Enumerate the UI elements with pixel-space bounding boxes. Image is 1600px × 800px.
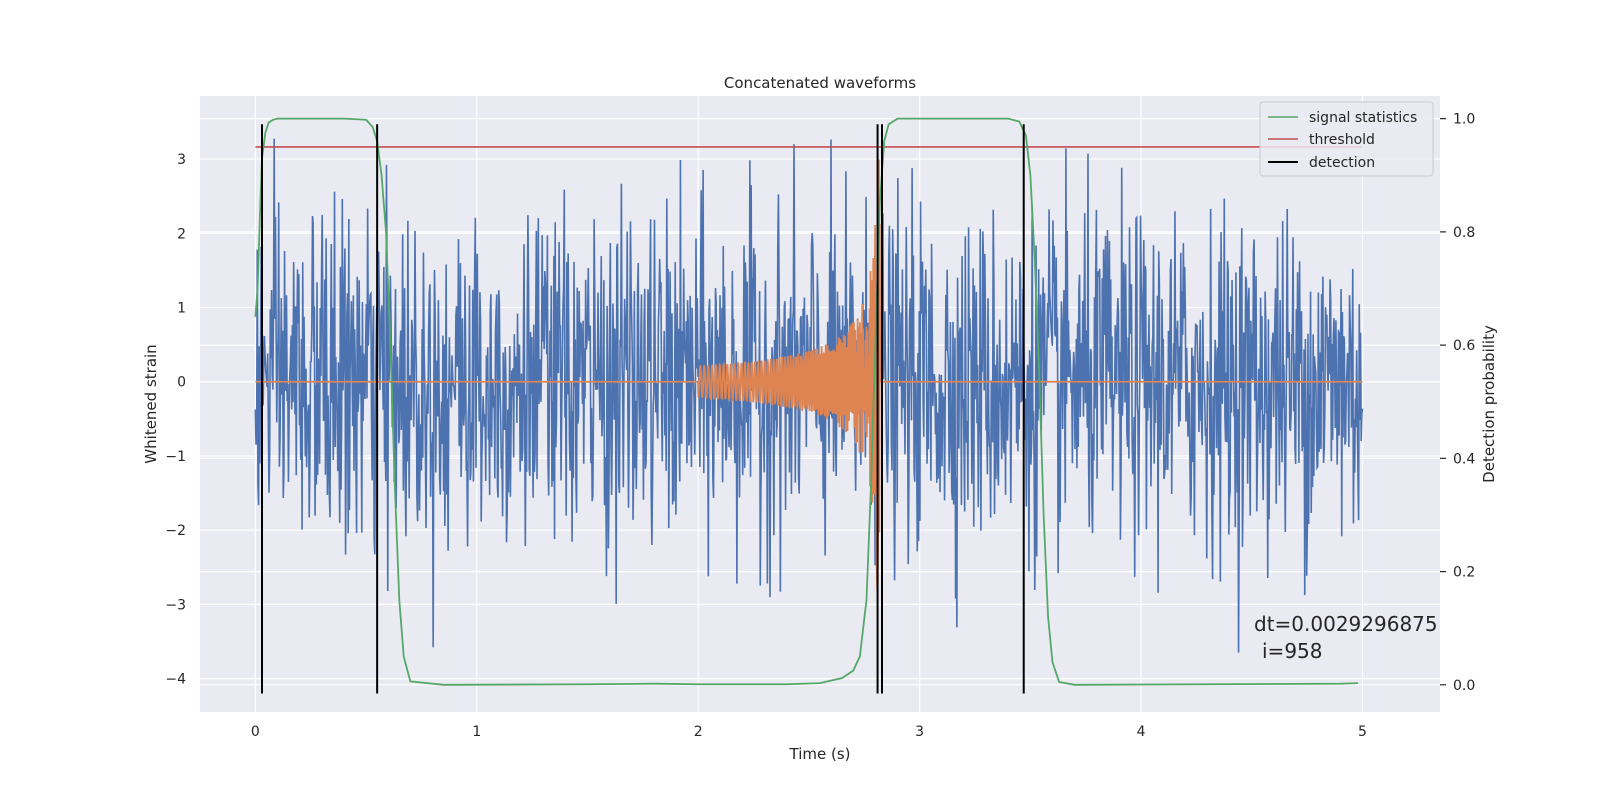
series-detection bbox=[261, 124, 1025, 694]
legend-box bbox=[1259, 101, 1434, 177]
annotation-dt: dt=0.0029296875 bbox=[1254, 612, 1438, 636]
legend: signal statistics threshold detection bbox=[1259, 101, 1434, 177]
legend-threshold-label: threshold bbox=[1309, 132, 1375, 148]
y-tick-label: 2 bbox=[177, 226, 186, 242]
x-tick-label: 2 bbox=[694, 724, 703, 740]
y-tick-label: −4 bbox=[165, 672, 186, 688]
y-tick-label: 1 bbox=[177, 301, 186, 317]
x-tick-label: 4 bbox=[1137, 724, 1146, 740]
chart-title: Concatenated waveforms bbox=[724, 74, 916, 92]
y2-axis-label: Detection probability bbox=[1480, 325, 1498, 483]
x-axis-label: Time (s) bbox=[789, 745, 851, 763]
y2-tick-label: 0.2 bbox=[1453, 565, 1475, 581]
signal-statistics-line bbox=[254, 117, 1359, 686]
y-tick-label: −1 bbox=[165, 449, 186, 465]
y2-tick-label: 0.4 bbox=[1453, 451, 1475, 467]
y-tick-label: −2 bbox=[165, 523, 186, 539]
y-axis-label: Whitened strain bbox=[142, 344, 160, 463]
y-tick-label: 0 bbox=[177, 375, 186, 391]
series-chirp bbox=[255, 159, 1363, 595]
y-tick-label: 3 bbox=[177, 152, 186, 168]
y2-tick-label: 0.0 bbox=[1453, 678, 1475, 694]
y2-tick-label: 0.8 bbox=[1453, 225, 1475, 241]
chirp-line bbox=[255, 159, 1363, 595]
x-tick-label: 1 bbox=[472, 724, 481, 740]
axes: 0 1 2 3 4 5 −4 −3 −2 −1 0 1 2 3 0.0 0.2 0.4 0.6 0.8 1.0 bbox=[165, 112, 1475, 740]
y2-tick-label: 0.6 bbox=[1453, 338, 1475, 354]
legend-signal-label: signal statistics bbox=[1309, 110, 1417, 126]
legend-detection-label: detection bbox=[1309, 155, 1375, 171]
annotation-i: i=958 bbox=[1262, 639, 1323, 663]
y-tick-label: −3 bbox=[165, 597, 186, 613]
y2-tick-label: 1.0 bbox=[1453, 112, 1475, 128]
x-tick-label: 3 bbox=[915, 724, 924, 740]
x-tick-label: 0 bbox=[251, 724, 260, 740]
x-tick-label: 5 bbox=[1358, 724, 1367, 740]
series-signal-statistics bbox=[254, 117, 1359, 686]
